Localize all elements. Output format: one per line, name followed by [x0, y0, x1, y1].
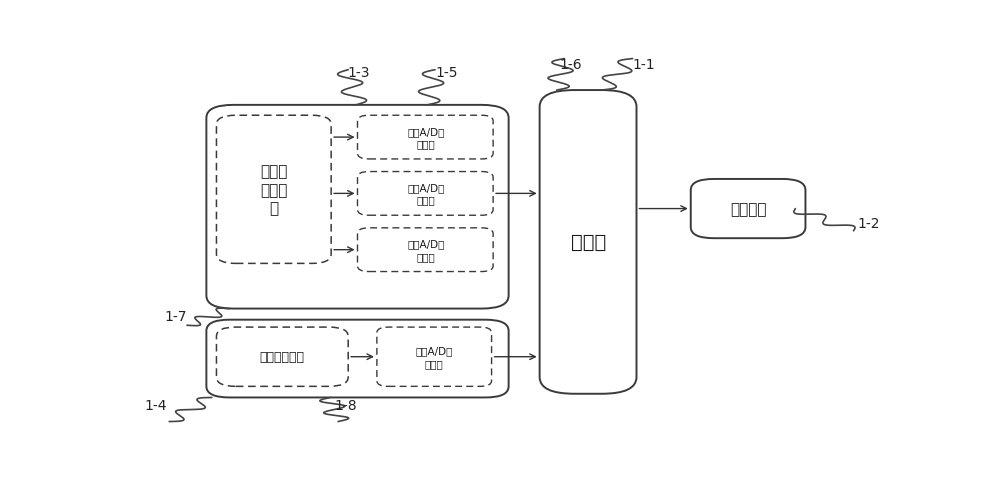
Text: 综合监
测传感
器: 综合监 测传感 器 — [260, 164, 287, 216]
Text: 第四A/D转
换电路: 第四A/D转 换电路 — [407, 239, 444, 261]
Text: 单片机: 单片机 — [571, 233, 606, 252]
Text: 1-4: 1-4 — [145, 398, 167, 412]
FancyBboxPatch shape — [358, 116, 493, 160]
Text: 第三A/D转
换电路: 第三A/D转 换电路 — [407, 183, 444, 205]
Text: 1-6: 1-6 — [559, 58, 582, 72]
Text: 1-2: 1-2 — [858, 217, 880, 231]
FancyBboxPatch shape — [206, 320, 509, 397]
Text: 1-5: 1-5 — [435, 65, 458, 79]
Text: 超声探头模块: 超声探头模块 — [260, 350, 305, 363]
FancyBboxPatch shape — [358, 172, 493, 216]
Text: 1-1: 1-1 — [633, 58, 656, 72]
Text: 1-3: 1-3 — [348, 65, 370, 79]
Text: 第一A/D转
换电路: 第一A/D转 换电路 — [416, 346, 453, 368]
FancyBboxPatch shape — [540, 91, 637, 394]
Text: 第二A/D转
换电路: 第二A/D转 换电路 — [407, 127, 444, 149]
Text: 气泵模块: 气泵模块 — [730, 202, 766, 216]
Text: 1-8: 1-8 — [335, 398, 357, 412]
FancyBboxPatch shape — [216, 327, 348, 386]
FancyBboxPatch shape — [216, 116, 331, 264]
Text: 1-7: 1-7 — [164, 309, 187, 324]
FancyBboxPatch shape — [206, 106, 509, 309]
FancyBboxPatch shape — [691, 180, 805, 239]
FancyBboxPatch shape — [358, 228, 493, 272]
FancyBboxPatch shape — [377, 327, 492, 386]
